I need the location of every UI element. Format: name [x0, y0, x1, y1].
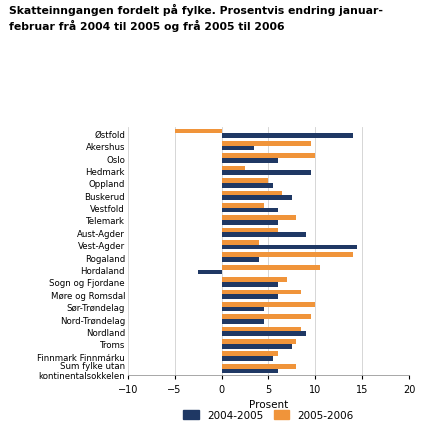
Bar [222, 134, 353, 139]
Bar [198, 270, 222, 275]
Bar [222, 327, 301, 331]
Bar [222, 245, 357, 250]
Bar [222, 351, 278, 356]
Bar [222, 178, 268, 183]
Bar [222, 265, 320, 270]
Legend: 2004-2005, 2005-2006: 2004-2005, 2005-2006 [179, 406, 358, 424]
Bar [222, 257, 259, 262]
Bar [222, 277, 287, 282]
Bar [222, 183, 273, 188]
Bar [222, 141, 311, 146]
Bar [222, 208, 278, 213]
Bar [222, 221, 278, 225]
Bar [222, 171, 311, 176]
Bar [222, 191, 282, 196]
Bar [222, 159, 278, 164]
Bar [175, 129, 222, 134]
Bar [222, 320, 264, 324]
Bar [222, 295, 278, 299]
Bar [222, 339, 296, 344]
Bar [222, 290, 301, 295]
Bar [222, 356, 273, 361]
Bar [222, 344, 292, 349]
Bar [222, 154, 315, 158]
Bar [222, 228, 278, 233]
Bar [222, 203, 264, 208]
Bar [222, 146, 254, 151]
Bar [222, 314, 311, 320]
Bar [222, 307, 264, 312]
Bar [222, 302, 315, 307]
X-axis label: Prosent: Prosent [249, 400, 288, 409]
Text: Skatteinngangen fordelt på fylke. Prosentvis endring januar-
februar frå 2004 ti: Skatteinngangen fordelt på fylke. Prosen… [9, 4, 383, 32]
Bar [222, 233, 306, 238]
Bar [222, 166, 245, 171]
Bar [222, 240, 259, 245]
Bar [222, 196, 292, 201]
Bar [222, 331, 306, 337]
Bar [222, 282, 278, 287]
Bar [222, 368, 278, 374]
Bar [222, 253, 353, 257]
Bar [222, 216, 296, 220]
Bar [222, 364, 296, 368]
